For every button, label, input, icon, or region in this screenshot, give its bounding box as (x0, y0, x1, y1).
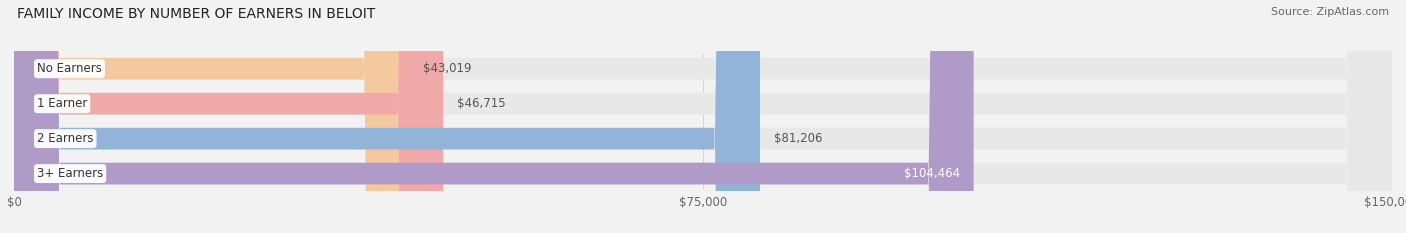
Text: 3+ Earners: 3+ Earners (37, 167, 103, 180)
Text: FAMILY INCOME BY NUMBER OF EARNERS IN BELOIT: FAMILY INCOME BY NUMBER OF EARNERS IN BE… (17, 7, 375, 21)
FancyBboxPatch shape (14, 0, 1392, 233)
Text: Source: ZipAtlas.com: Source: ZipAtlas.com (1271, 7, 1389, 17)
FancyBboxPatch shape (14, 0, 1392, 233)
Text: 2 Earners: 2 Earners (37, 132, 94, 145)
Text: No Earners: No Earners (37, 62, 101, 75)
Text: 1 Earner: 1 Earner (37, 97, 87, 110)
FancyBboxPatch shape (14, 0, 443, 233)
FancyBboxPatch shape (14, 0, 1392, 233)
Text: $81,206: $81,206 (773, 132, 823, 145)
Text: $46,715: $46,715 (457, 97, 506, 110)
FancyBboxPatch shape (14, 0, 409, 233)
FancyBboxPatch shape (14, 0, 973, 233)
Text: $104,464: $104,464 (904, 167, 960, 180)
FancyBboxPatch shape (14, 0, 761, 233)
Text: $43,019: $43,019 (423, 62, 471, 75)
FancyBboxPatch shape (14, 0, 1392, 233)
